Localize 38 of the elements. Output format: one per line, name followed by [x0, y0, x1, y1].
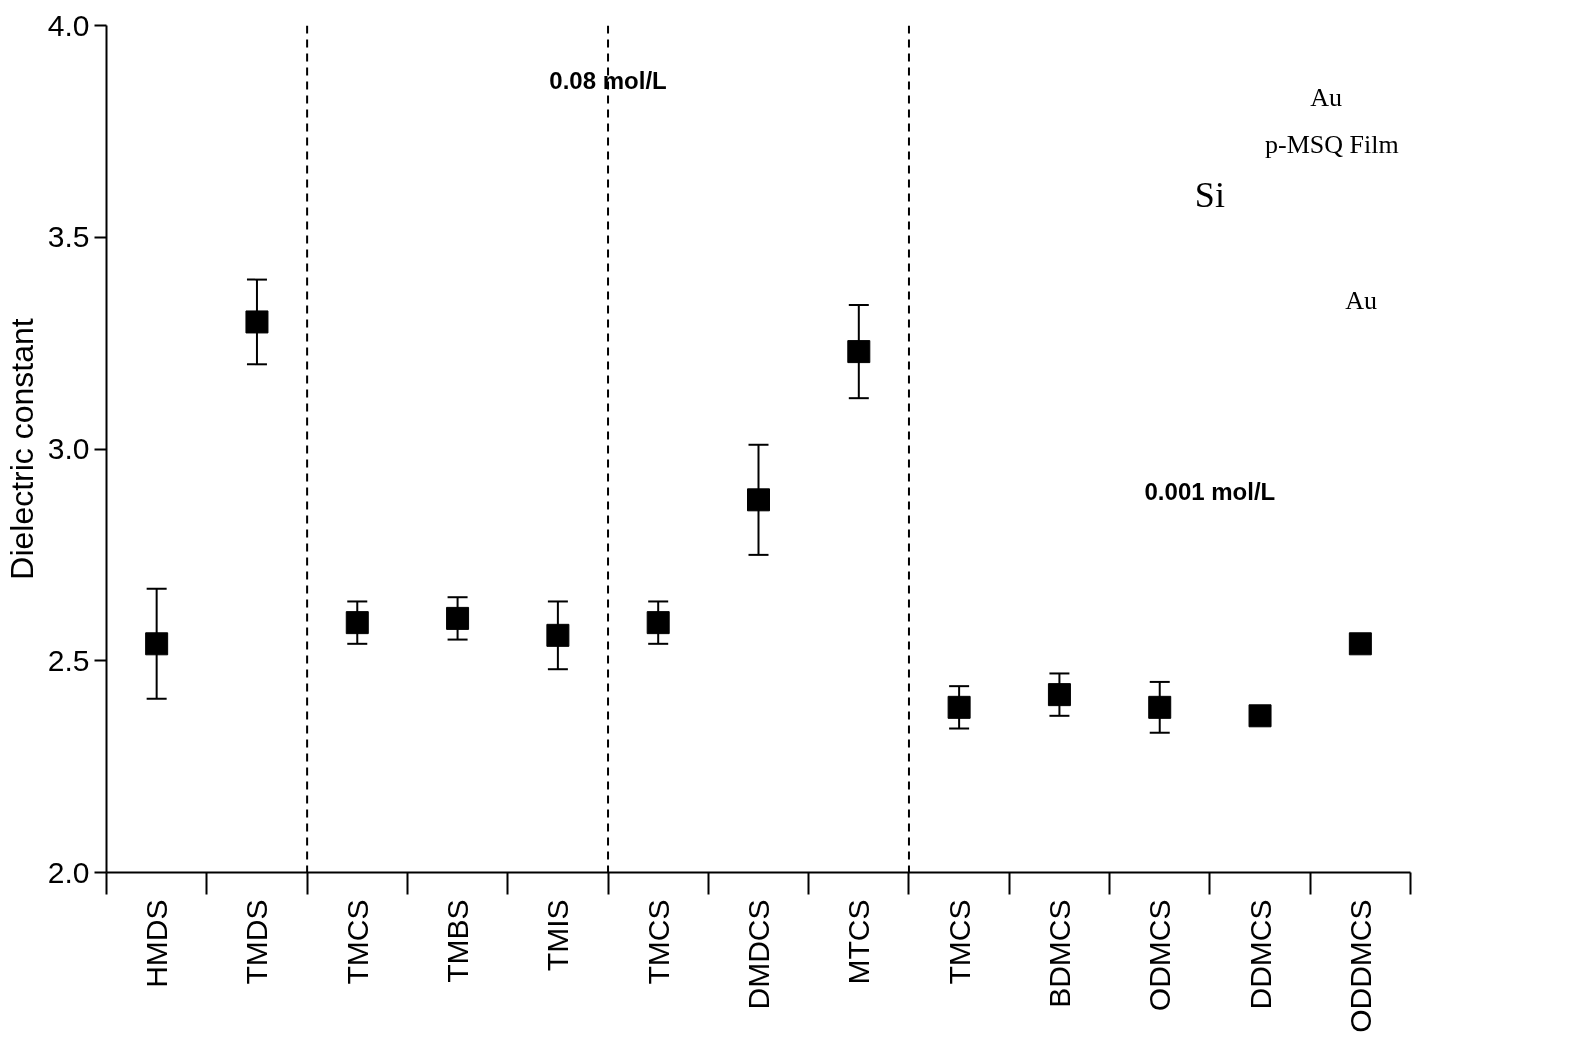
x-tick-label: BDMCS [1042, 899, 1076, 1008]
x-tick-label: MTCS [842, 899, 876, 985]
y-tick-label: 4.0 [47, 8, 90, 42]
x-tick-label: DMDCS [742, 899, 775, 1010]
point [947, 695, 971, 719]
x-tick-label: TMCS [942, 899, 976, 985]
y-tick-label: 2.0 [47, 855, 90, 889]
x-tick-label: ODDMCS [1343, 899, 1377, 1033]
annotation: 0.001 mol/L [1144, 477, 1276, 505]
y-tick-label: 3.0 [47, 432, 90, 465]
y-axis-title: Dielectric constant [3, 318, 40, 580]
point [145, 632, 169, 656]
x-tick-label: DDMCS [1243, 899, 1277, 1010]
point [1348, 632, 1372, 656]
x-tick-label: TMCS [641, 899, 675, 985]
point [446, 606, 470, 630]
point [1248, 704, 1272, 728]
x-tick-label: TMDS [240, 899, 274, 985]
x-tick-label: TMBS [441, 899, 475, 983]
annotation: Au [1345, 286, 1378, 316]
y-tick-label: 2.5 [47, 643, 90, 677]
point [1148, 695, 1172, 719]
x-tick-label: TMIS [541, 899, 575, 972]
y-tick-label: 3.5 [47, 220, 90, 254]
x-tick-label: ODMCS [1143, 899, 1177, 1012]
x-tick-label: TMCS [340, 899, 374, 985]
point [646, 611, 670, 635]
point [345, 611, 369, 635]
point [747, 488, 770, 512]
annotation: p-MSQ Film [1265, 129, 1399, 159]
annotation: Si [1194, 174, 1225, 215]
annotation: 0.08 mol/L [549, 67, 667, 95]
point [546, 623, 570, 647]
point [245, 310, 269, 334]
x-tick-label: HMDS [140, 899, 174, 988]
point [847, 340, 871, 364]
point [1047, 683, 1071, 707]
annotation: Au [1310, 83, 1342, 112]
